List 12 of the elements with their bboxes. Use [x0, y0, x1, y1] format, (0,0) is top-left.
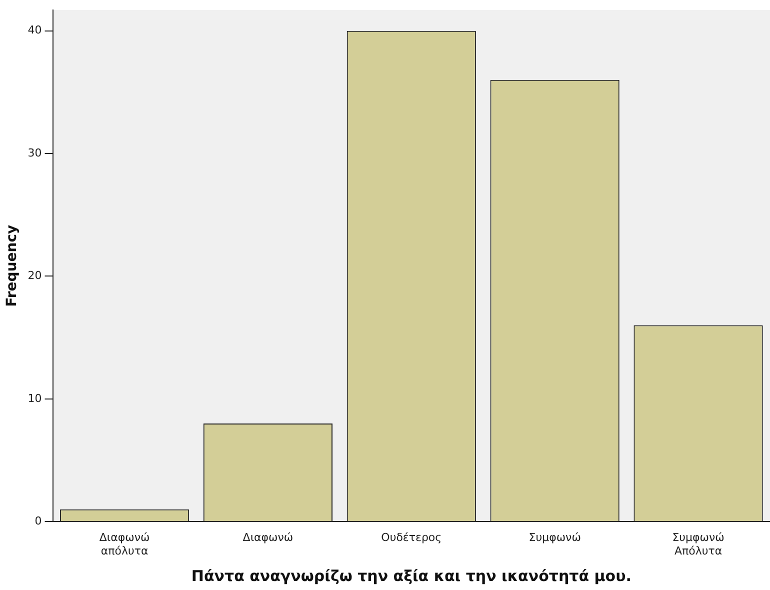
y-tick-label: 20 — [28, 269, 42, 282]
x-axis-title: Πάντα αναγνωρίζω την αξία και την ικανότητά μου. — [191, 566, 632, 585]
y-tick-label: 10 — [28, 392, 42, 405]
x-tick-label: Διαφωνώ — [242, 531, 294, 544]
y-tick-label: 40 — [28, 24, 42, 37]
y-tick-label: 30 — [28, 146, 42, 160]
x-tick-label: Διαφωνώ απόλυτα — [99, 531, 150, 558]
x-tick-label: Συμφωνώ — [528, 531, 581, 544]
y-tick-label: 0 — [34, 514, 42, 528]
y-axis-title: Frequency — [4, 224, 20, 307]
x-tick-label: Συμφωνώ Απόλυτα — [672, 531, 724, 558]
x-tick-label: Ουδέτερος — [381, 531, 442, 544]
